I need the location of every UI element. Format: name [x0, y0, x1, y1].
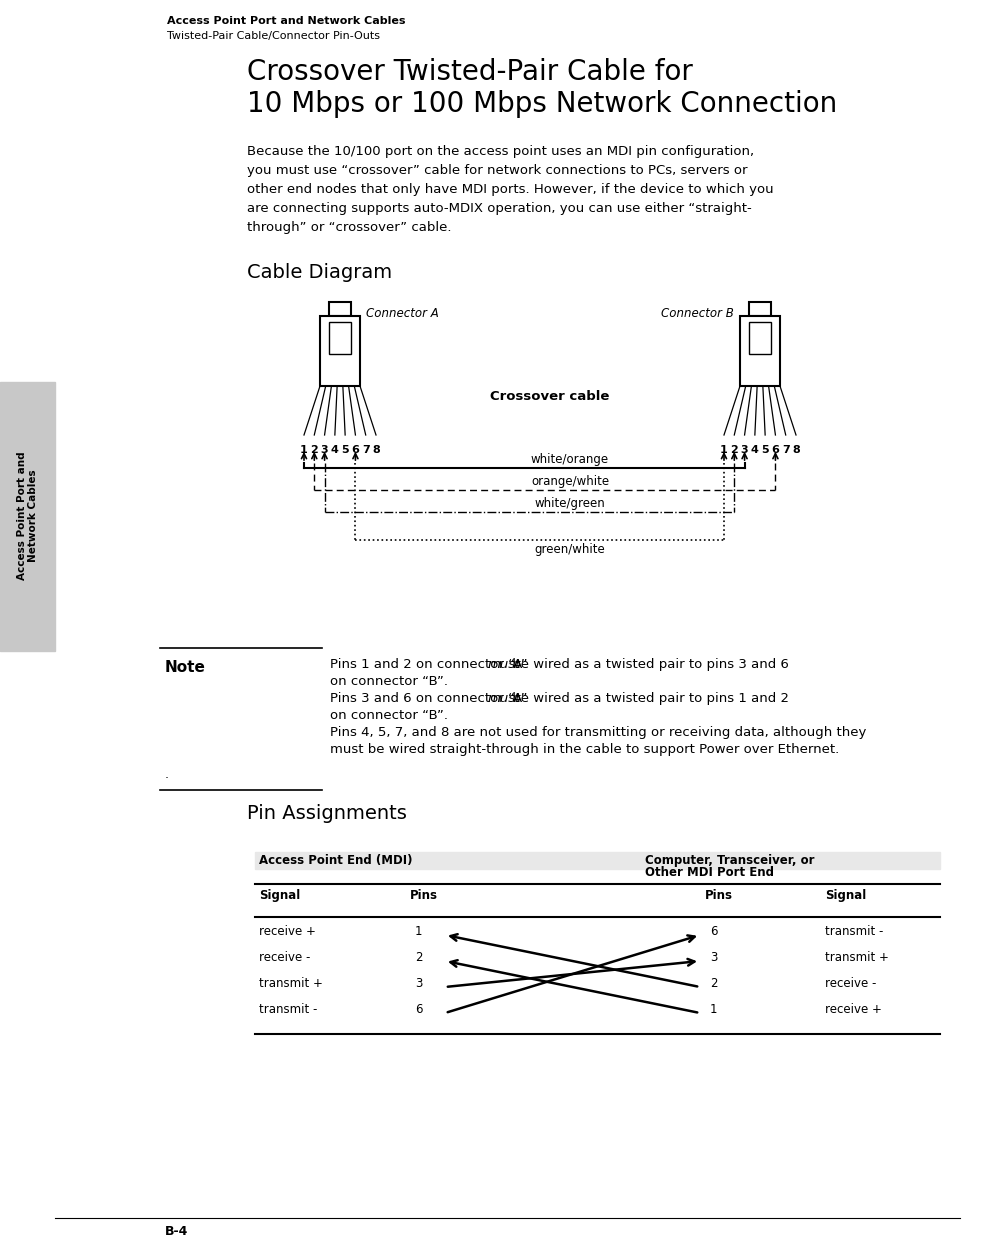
- Text: Access Point Port and
Network Cables: Access Point Port and Network Cables: [17, 452, 38, 580]
- Text: Twisted-Pair Cable/Connector Pin-Outs: Twisted-Pair Cable/Connector Pin-Outs: [167, 31, 380, 41]
- Text: Because the 10/100 port on the access point uses an MDI pin configuration,: Because the 10/100 port on the access po…: [247, 145, 754, 158]
- Bar: [740, 317, 780, 387]
- Text: be wired as a twisted pair to pins 3 and 6: be wired as a twisted pair to pins 3 and…: [509, 658, 789, 671]
- Text: transmit -: transmit -: [825, 924, 883, 938]
- Text: Access Point End (MDI): Access Point End (MDI): [259, 854, 413, 867]
- Text: 1: 1: [710, 1003, 718, 1016]
- Text: 5: 5: [341, 445, 349, 455]
- Text: 3: 3: [321, 445, 328, 455]
- Text: be wired as a twisted pair to pins 1 and 2: be wired as a twisted pair to pins 1 and…: [509, 692, 790, 706]
- Text: on connector “B”.: on connector “B”.: [330, 676, 448, 688]
- Text: 7: 7: [362, 445, 370, 455]
- Text: are connecting supports auto-MDIX operation, you can use either “straight-: are connecting supports auto-MDIX operat…: [247, 201, 752, 215]
- Text: 2: 2: [730, 445, 738, 455]
- Text: 4: 4: [331, 445, 339, 455]
- Bar: [329, 301, 351, 317]
- Bar: [749, 301, 771, 317]
- Text: 6: 6: [771, 445, 779, 455]
- Text: transmit +: transmit +: [259, 977, 323, 990]
- Text: must: must: [488, 658, 521, 671]
- Text: transmit -: transmit -: [259, 1003, 317, 1016]
- Text: Access Point Port and Network Cables: Access Point Port and Network Cables: [167, 16, 406, 26]
- Text: Pins 3 and 6 on connector “A”: Pins 3 and 6 on connector “A”: [330, 692, 532, 706]
- Text: Connector B: Connector B: [661, 306, 734, 320]
- Text: 1: 1: [415, 924, 422, 938]
- Text: Pins 1 and 2 on connector “A”: Pins 1 and 2 on connector “A”: [330, 658, 532, 671]
- Text: Pin Assignments: Pin Assignments: [247, 804, 407, 823]
- Text: 3: 3: [710, 951, 717, 965]
- Text: Note: Note: [165, 661, 206, 676]
- Text: white/orange: white/orange: [531, 453, 609, 467]
- Text: you must use “crossover” cable for network connections to PCs, servers or: you must use “crossover” cable for netwo…: [247, 164, 748, 176]
- Text: Crossover Twisted-Pair Cable for: Crossover Twisted-Pair Cable for: [247, 58, 693, 86]
- Text: B-4: B-4: [165, 1225, 188, 1238]
- Bar: [0, 382, 55, 651]
- Text: must: must: [488, 692, 521, 706]
- Bar: [320, 317, 360, 387]
- Text: transmit +: transmit +: [825, 951, 889, 965]
- Bar: [255, 852, 940, 869]
- Text: Crossover cable: Crossover cable: [490, 390, 610, 403]
- Bar: [749, 322, 771, 354]
- Text: on connector “B”.: on connector “B”.: [330, 709, 448, 722]
- Text: orange/white: orange/white: [531, 475, 609, 488]
- Text: .: .: [165, 768, 169, 781]
- Text: Pins 4, 5, 7, and 8 are not used for transmitting or receiving data, although th: Pins 4, 5, 7, and 8 are not used for tra…: [330, 726, 866, 739]
- Text: Signal: Signal: [825, 889, 866, 902]
- Text: receive +: receive +: [825, 1003, 882, 1016]
- Bar: [329, 322, 351, 354]
- Text: 8: 8: [372, 445, 380, 455]
- Text: 1: 1: [300, 445, 308, 455]
- Text: 6: 6: [415, 1003, 422, 1016]
- Text: receive -: receive -: [259, 951, 310, 965]
- Text: through” or “crossover” cable.: through” or “crossover” cable.: [247, 221, 452, 234]
- Text: Cable Diagram: Cable Diagram: [247, 263, 392, 281]
- Text: other end nodes that only have MDI ports. However, if the device to which you: other end nodes that only have MDI ports…: [247, 183, 774, 196]
- Text: 2: 2: [310, 445, 318, 455]
- Text: 3: 3: [415, 977, 422, 990]
- Text: Signal: Signal: [259, 889, 300, 902]
- Text: 2: 2: [415, 951, 422, 965]
- Text: 1: 1: [720, 445, 728, 455]
- Text: 2: 2: [710, 977, 718, 990]
- Text: 7: 7: [782, 445, 790, 455]
- Text: Pins: Pins: [410, 889, 438, 902]
- Text: white/green: white/green: [535, 497, 605, 510]
- Text: 4: 4: [751, 445, 759, 455]
- Text: 5: 5: [761, 445, 769, 455]
- Text: 3: 3: [741, 445, 748, 455]
- Text: green/white: green/white: [535, 543, 605, 555]
- Text: 10 Mbps or 100 Mbps Network Connection: 10 Mbps or 100 Mbps Network Connection: [247, 90, 837, 118]
- Text: receive -: receive -: [825, 977, 876, 990]
- Text: Computer, Transceiver, or: Computer, Transceiver, or: [645, 854, 814, 867]
- Text: Connector A: Connector A: [366, 306, 439, 320]
- Text: receive +: receive +: [259, 924, 316, 938]
- Text: 6: 6: [351, 445, 359, 455]
- Text: 8: 8: [792, 445, 800, 455]
- Text: 6: 6: [710, 924, 718, 938]
- Text: must be wired straight-through in the cable to support Power over Ethernet.: must be wired straight-through in the ca…: [330, 743, 839, 756]
- Text: Pins: Pins: [705, 889, 733, 902]
- Text: Other MDI Port End: Other MDI Port End: [645, 866, 774, 879]
